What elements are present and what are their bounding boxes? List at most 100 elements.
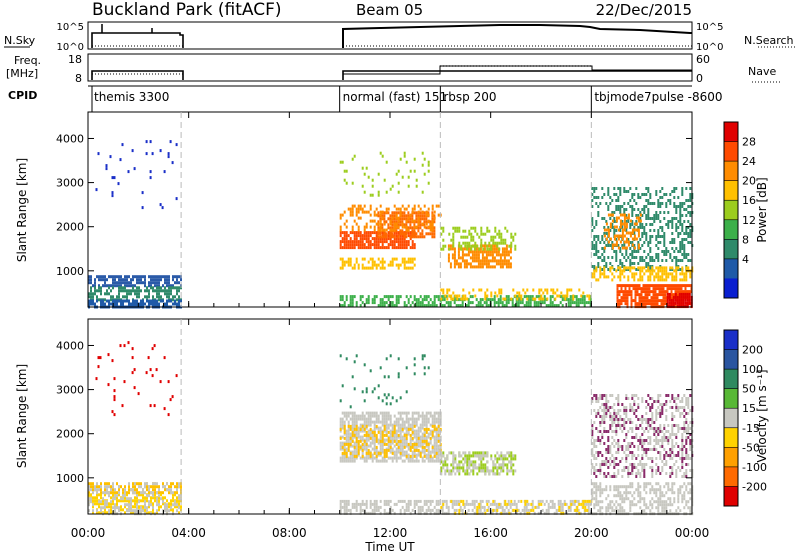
heatmap-cell [99, 356, 102, 360]
cpid-mode-label: tbjmode7pulse -8600 [594, 90, 722, 104]
heatmap-cell [555, 511, 558, 515]
heatmap-cell [673, 238, 676, 241]
heatmap-cell [417, 204, 420, 208]
heatmap-cell [442, 463, 445, 467]
heatmap-cell [351, 435, 354, 439]
heatmap-cell [601, 238, 604, 241]
heatmap-cell [479, 511, 482, 515]
heatmap-cell [140, 491, 142, 495]
heatmap-cell [635, 272, 638, 276]
heatmap-cell [681, 269, 684, 273]
heatmap-cell [122, 491, 124, 495]
heatmap-cell [399, 229, 402, 233]
heatmap-cell [469, 262, 472, 266]
heatmap-cell [431, 213, 434, 217]
heatmap-cell [669, 202, 672, 205]
heatmap-cell [166, 499, 168, 503]
heatmap-cell [625, 237, 628, 241]
heatmap-cell [427, 427, 430, 431]
heatmap-cell [503, 508, 506, 512]
heatmap-cell [128, 302, 130, 306]
heatmap-cell [121, 404, 124, 408]
heatmap-cell [413, 417, 416, 421]
heatmap-cell [148, 511, 150, 515]
heatmap-cell [341, 295, 344, 299]
heatmap-cell [363, 225, 366, 229]
heatmap-cell [668, 298, 671, 302]
heatmap-cell [102, 284, 104, 288]
heatmap-cell [168, 286, 170, 290]
heatmap-cell [345, 451, 348, 455]
heatmap-cell [367, 435, 370, 439]
heatmap-cell [355, 456, 358, 460]
heatmap-cell [170, 292, 172, 296]
heatmap-cell [347, 243, 350, 247]
heatmap-cell [98, 286, 100, 290]
heatmap-cell [634, 299, 637, 303]
heatmap-cell [429, 502, 432, 506]
heatmap-cell [351, 444, 354, 448]
heatmap-cell [169, 140, 172, 144]
heatmap-cell [405, 266, 408, 270]
heatmap-cell [595, 469, 598, 472]
heatmap-cell [359, 240, 362, 244]
heatmap-cell [685, 275, 688, 279]
heatmap-cell [652, 290, 655, 294]
heatmap-cell [148, 299, 150, 303]
heatmap-cell [481, 511, 484, 515]
heatmap-cell [639, 272, 642, 276]
heatmap-cell [633, 208, 636, 211]
heatmap-cell [595, 445, 598, 448]
heatmap-cell [405, 456, 408, 460]
heatmap-cell [463, 505, 466, 509]
heatmap-cell [351, 453, 354, 457]
heatmap-cell [419, 226, 422, 230]
heatmap-cell [403, 214, 406, 218]
heatmap-cell [431, 456, 434, 460]
heatmap-cell [669, 266, 672, 270]
heatmap-cell [427, 456, 430, 460]
heatmap-cell [477, 301, 480, 305]
heatmap-cell [486, 454, 489, 458]
heatmap-cell [351, 439, 354, 443]
nave-tick-bottom: 0 [696, 72, 703, 85]
heatmap-cell [565, 502, 568, 506]
heatmap-cell [339, 508, 342, 512]
heatmap-cell [429, 304, 432, 308]
heatmap-cell [449, 244, 452, 248]
heatmap-cell [435, 295, 438, 299]
heatmap-cell [647, 266, 650, 270]
heatmap-cell [647, 253, 650, 256]
heatmap-cell [385, 459, 388, 463]
heatmap-cell [517, 508, 520, 512]
heatmap-cell [613, 250, 616, 253]
heatmap-cell [628, 290, 631, 294]
heatmap-cell [655, 190, 658, 193]
heatmap-cell [393, 435, 396, 439]
heatmap-cell [686, 292, 689, 296]
heatmap-cell [607, 244, 610, 247]
heatmap-cell [381, 304, 384, 308]
heatmap-cell [638, 287, 641, 291]
heatmap-cell [433, 301, 436, 305]
heatmap-cell [466, 469, 469, 473]
heatmap-cell [601, 268, 604, 271]
heatmap-cell [448, 232, 451, 236]
heatmap-cell [419, 429, 422, 433]
heatmap-cell [440, 232, 443, 236]
heatmap-cell [131, 347, 134, 351]
heatmap-cell [448, 288, 451, 292]
heatmap-cell [677, 220, 680, 223]
heatmap-cell [620, 287, 623, 291]
heatmap-cell [676, 287, 679, 291]
heatmap-cell [106, 503, 108, 507]
heatmap-cell [90, 292, 92, 296]
heatmap-cell [106, 278, 108, 282]
heatmap-cell [397, 429, 400, 433]
heatmap-cell [556, 288, 559, 292]
heatmap-cell [459, 262, 462, 266]
heatmap-cell [466, 241, 469, 245]
heatmap-cell [134, 302, 136, 306]
heatmap-cell [387, 426, 390, 430]
heatmap-cell [343, 210, 346, 214]
